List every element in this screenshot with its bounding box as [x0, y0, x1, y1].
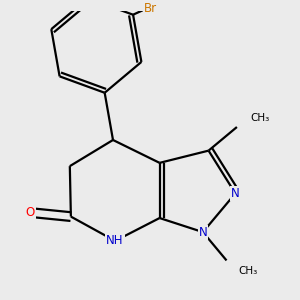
Text: N: N [199, 226, 207, 238]
Text: CH₃: CH₃ [238, 266, 257, 276]
Text: O: O [26, 206, 35, 219]
Text: CH₃: CH₃ [250, 113, 270, 123]
Text: N: N [231, 187, 240, 200]
Text: Br: Br [144, 2, 157, 15]
Text: NH: NH [106, 234, 124, 248]
